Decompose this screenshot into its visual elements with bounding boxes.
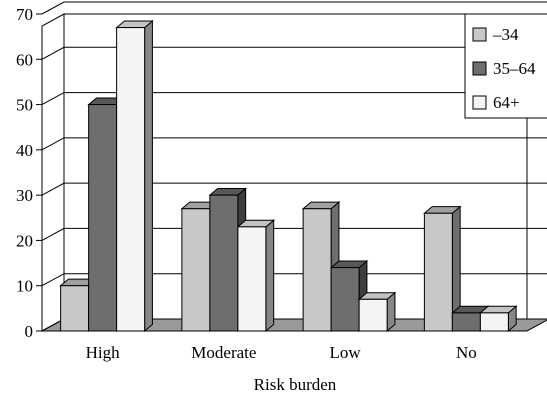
y-tick-label: 0 [25, 322, 34, 341]
bar-front [330, 267, 360, 332]
gridline [41, 137, 547, 151]
gridline [41, 92, 547, 106]
bar [479, 305, 518, 333]
gridline [41, 227, 547, 241]
gridline [41, 46, 547, 60]
bar-front [423, 212, 453, 332]
y-tick-label: 10 [16, 277, 33, 296]
x-tick-label: No [456, 343, 477, 362]
bar-side [144, 19, 153, 333]
x-tick-label: High [86, 343, 121, 362]
bar-side [265, 219, 275, 333]
bar [236, 219, 276, 333]
legend-label: –34 [492, 25, 519, 44]
legend-swatch [472, 27, 487, 42]
x-axis-title: Risk burden [254, 375, 337, 394]
y-tick-label: 40 [16, 141, 33, 160]
gridline [41, 273, 547, 287]
y-tick-label: 70 [16, 5, 33, 24]
legend-swatch [472, 61, 487, 76]
y-tick-label: 50 [16, 96, 33, 115]
bar-front [302, 208, 332, 332]
bar-front [237, 226, 267, 332]
legend-swatch [472, 95, 487, 110]
y-tick-label: 30 [16, 186, 33, 205]
x-tick-label: Moderate [191, 343, 256, 362]
x-tick-label: Low [330, 343, 362, 362]
bar-front [88, 104, 118, 332]
bar-front [479, 312, 509, 332]
gridline [41, 182, 547, 196]
bar-front [209, 194, 239, 332]
gridline [41, 1, 547, 15]
y-tick-label: 60 [16, 50, 33, 69]
legend-label: 35–64 [493, 59, 536, 78]
bar-front [358, 298, 388, 332]
bar-front [116, 27, 146, 332]
legend-label: 64+ [493, 93, 520, 112]
bar [357, 291, 397, 333]
bar [115, 19, 154, 333]
bar-front [451, 312, 481, 332]
bar-front [181, 208, 211, 332]
bar-front [60, 285, 90, 332]
y-tick-label: 20 [16, 231, 33, 250]
